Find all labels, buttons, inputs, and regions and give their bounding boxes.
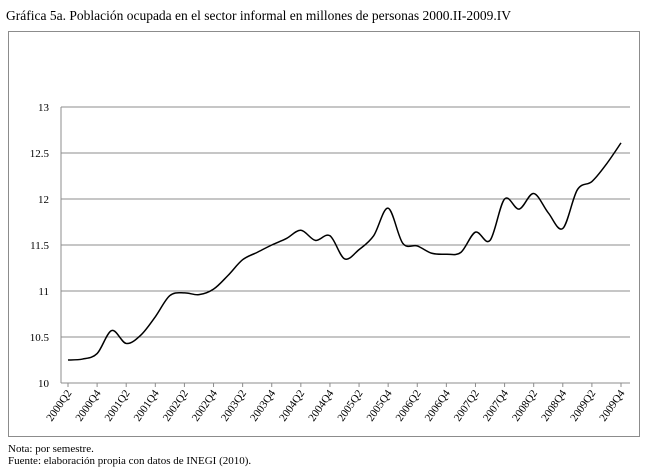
y-tick-label: 11.5 <box>30 240 49 252</box>
data-point <box>475 232 476 233</box>
x-tick-label: 2009Q4 <box>597 387 627 423</box>
x-tick-label: 2005Q4 <box>364 387 394 423</box>
x-tick-label: 2000Q4 <box>73 387 103 423</box>
data-point <box>126 343 127 344</box>
data-point <box>286 238 287 239</box>
data-point <box>489 240 490 241</box>
data-point <box>446 254 447 255</box>
data-point <box>606 163 607 164</box>
data-point <box>140 335 141 336</box>
x-tick-label: 2005Q2 <box>335 388 365 424</box>
data-point <box>67 359 68 360</box>
footnote: Nota: por semestre. <box>8 443 94 455</box>
x-tick-label: 2006Q2 <box>394 388 424 424</box>
series-line <box>67 142 622 361</box>
data-point <box>562 228 563 229</box>
x-tick-label: 2009Q2 <box>568 388 598 424</box>
data-point <box>300 230 301 231</box>
data-point <box>373 235 374 236</box>
gridlines <box>61 106 630 338</box>
y-tick-label: 10 <box>38 378 50 390</box>
data-point <box>271 244 272 245</box>
data-point <box>257 252 258 253</box>
x-tick-label: 2001Q4 <box>132 387 162 423</box>
data-point <box>198 294 199 295</box>
data-point <box>111 330 112 331</box>
data-point <box>388 208 389 209</box>
x-tick-label: 2004Q2 <box>277 388 307 424</box>
data-point <box>533 193 534 194</box>
data-point <box>620 142 621 143</box>
x-tick-label: 2002Q4 <box>190 387 220 423</box>
x-tick-label: 2003Q2 <box>219 388 249 424</box>
x-tick-label: 2008Q4 <box>539 387 569 423</box>
y-tick-label: 13 <box>38 102 50 114</box>
data-point <box>358 249 359 250</box>
series-points <box>67 142 621 360</box>
source-note: Fuente: elaboración propia con datos de … <box>8 455 252 467</box>
y-tick-label: 12 <box>38 194 49 206</box>
data-point <box>227 275 228 276</box>
y-tick-label: 11 <box>38 286 49 298</box>
data-point <box>82 358 83 359</box>
data-point <box>504 198 505 199</box>
x-tick-label: 2004Q4 <box>306 387 336 423</box>
data-point <box>402 243 403 244</box>
data-point <box>431 253 432 254</box>
data-point <box>315 240 316 241</box>
data-point <box>548 212 549 213</box>
x-axis-tick-labels: 2000Q22000Q42001Q22001Q42002Q22002Q42003… <box>44 387 627 423</box>
data-point <box>591 181 592 182</box>
y-axis-tick-labels: 10 10.5 11 11.5 12 12.5 13 <box>30 102 50 390</box>
data-point <box>242 259 243 260</box>
x-tick-label: 2000Q2 <box>44 388 74 424</box>
x-tick-label: 2008Q2 <box>510 388 540 424</box>
chart-frame <box>8 31 640 437</box>
data-point <box>460 252 461 253</box>
series-layer <box>67 142 622 361</box>
data-point <box>97 353 98 354</box>
x-tick-label: 2007Q4 <box>481 387 511 423</box>
y-tick-label: 12.5 <box>30 148 50 160</box>
x-tick-label: 2002Q2 <box>161 388 191 424</box>
y-tick-label: 10.5 <box>30 332 50 344</box>
x-tick-label: 2007Q2 <box>452 388 482 424</box>
data-point <box>577 189 578 190</box>
data-point <box>344 258 345 259</box>
data-point <box>329 235 330 236</box>
x-tick-label: 2006Q4 <box>423 387 453 423</box>
data-point <box>184 292 185 293</box>
data-point <box>519 209 520 210</box>
chart-title: Gráfica 5a. Población ocupada en el sect… <box>6 8 511 23</box>
x-tick-label: 2001Q2 <box>103 388 133 424</box>
x-tick-label: 2003Q4 <box>248 387 278 423</box>
axes <box>60 107 630 387</box>
data-point <box>169 295 170 296</box>
data-point <box>417 245 418 246</box>
data-point <box>155 316 156 317</box>
data-point <box>213 289 214 290</box>
